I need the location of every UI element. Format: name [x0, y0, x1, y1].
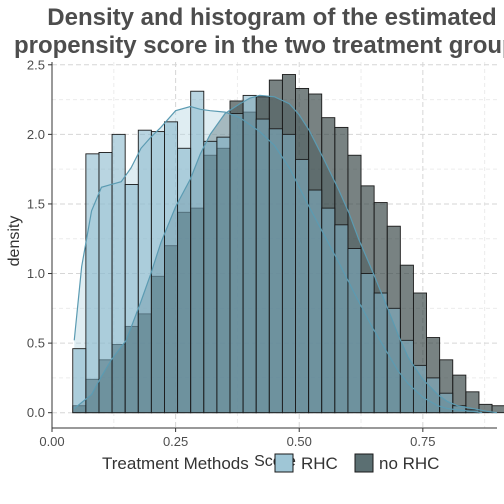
y-tick-label: 1.0 [27, 266, 45, 281]
rhc-bar [72, 348, 87, 414]
rhc-bar [137, 129, 152, 414]
chart-title-line1: Density and histogram of the estimated [47, 4, 496, 31]
rhc-bar [216, 136, 231, 414]
y-tick-label: 1.5 [27, 196, 45, 211]
y-tick-label: 2.5 [27, 57, 45, 72]
rhc-bar [334, 224, 349, 414]
rhc-bar [295, 158, 310, 414]
rhc-bar [164, 121, 179, 414]
legend-key-rhc [274, 453, 294, 473]
rhc-bar [229, 113, 244, 414]
y-tick-label: 0.0 [27, 405, 45, 420]
no-rhc-bar [491, 405, 504, 414]
plot-area: 0.00 0.25 0.50 0.75 0.0 0.5 1.0 1.5 2.0 2.5 [27, 57, 504, 449]
rhc-bar [268, 128, 283, 414]
rhc-bar [124, 184, 139, 414]
legend-label-rhc: RHC [301, 454, 338, 473]
x-tick-label: 0.50 [287, 434, 312, 449]
x-tick-label: 0.25 [163, 434, 188, 449]
x-tick-label: 0.75 [410, 434, 435, 449]
legend-key-no-rhc [354, 453, 374, 473]
rhc-bar [150, 131, 165, 414]
legend-title: Treatment Methods [102, 454, 249, 473]
rhc-bar [98, 152, 113, 414]
rhc-bar [321, 207, 336, 414]
rhc-bar [308, 189, 323, 414]
rhc-bar [347, 248, 362, 414]
y-tick-label: 0.5 [27, 336, 45, 351]
rhc-density-line [73, 105, 483, 414]
rhc-bar [177, 147, 192, 414]
chart-title-line2: propensity score in the two treatment gr… [14, 32, 504, 59]
rhc-bar [360, 273, 375, 414]
rhc-bar [412, 364, 427, 414]
rhc-bar [85, 153, 100, 414]
x-axis-ticks: 0.00 0.25 0.50 0.75 [39, 428, 435, 449]
rhc-bar [190, 90, 205, 414]
rhc-bar [203, 140, 218, 414]
x-tick-label: 0.00 [39, 434, 64, 449]
y-axis-ticks: 0.0 0.5 1.0 1.5 2.0 2.5 [27, 57, 52, 420]
density-lines [73, 94, 498, 414]
rhc-bar [373, 292, 388, 414]
no-rhc-density-line [73, 94, 498, 414]
y-axis-title: density [6, 216, 23, 267]
legend-label-no-rhc: no RHC [379, 454, 439, 473]
rhc-bar [242, 94, 257, 414]
legend: Treatment Methods RHC no RHC [102, 453, 439, 473]
rhc-bar [111, 133, 126, 414]
rhc-bar [255, 118, 270, 414]
y-tick-label: 2.0 [27, 127, 45, 142]
